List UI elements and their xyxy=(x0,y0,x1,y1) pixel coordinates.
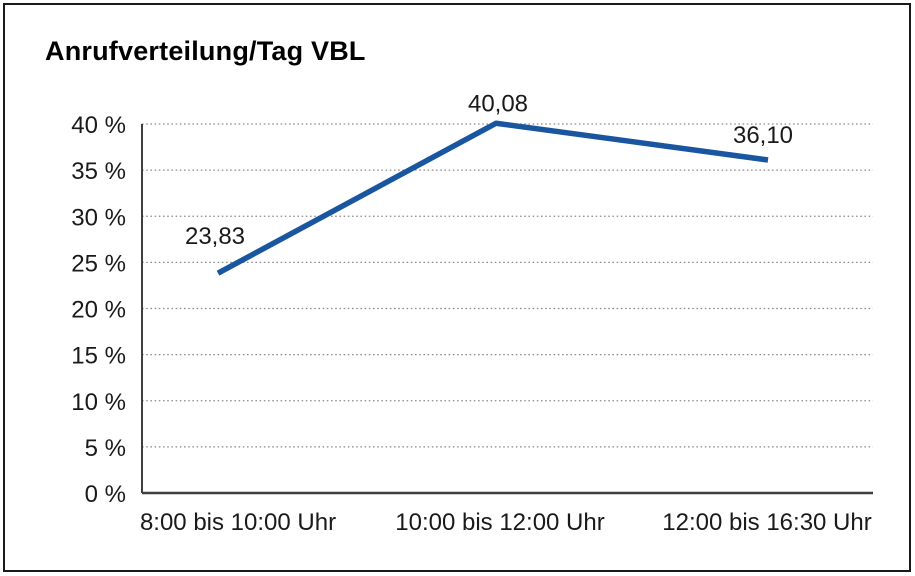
y-tick-label: 5 % xyxy=(85,435,126,462)
y-tick-label: 25 % xyxy=(71,250,126,277)
y-tick-label: 15 % xyxy=(71,343,126,370)
data-label: 40,08 xyxy=(468,90,528,117)
data-label: 36,10 xyxy=(733,122,793,149)
y-tick-label: 35 % xyxy=(71,158,126,185)
chart-frame: Anrufverteilung/Tag VBL xyxy=(3,3,911,572)
data-label: 23,83 xyxy=(185,223,245,250)
y-tick-label: 30 % xyxy=(71,204,126,231)
y-tick-label: 40 % xyxy=(71,112,126,139)
y-tick-label: 10 % xyxy=(71,389,126,416)
y-tick-label: 0 % xyxy=(85,481,126,508)
x-tick-label: 10:00 bis 12:00 Uhr xyxy=(395,509,604,536)
x-tick-label: 12:00 bis 16:30 Uhr xyxy=(662,509,871,536)
chart-title: Anrufverteilung/Tag VBL xyxy=(45,36,366,66)
data-line-series xyxy=(216,120,769,276)
y-tick-label: 20 % xyxy=(71,297,126,324)
x-tick-label: 8:00 bis 10:00 Uhr xyxy=(140,509,336,536)
